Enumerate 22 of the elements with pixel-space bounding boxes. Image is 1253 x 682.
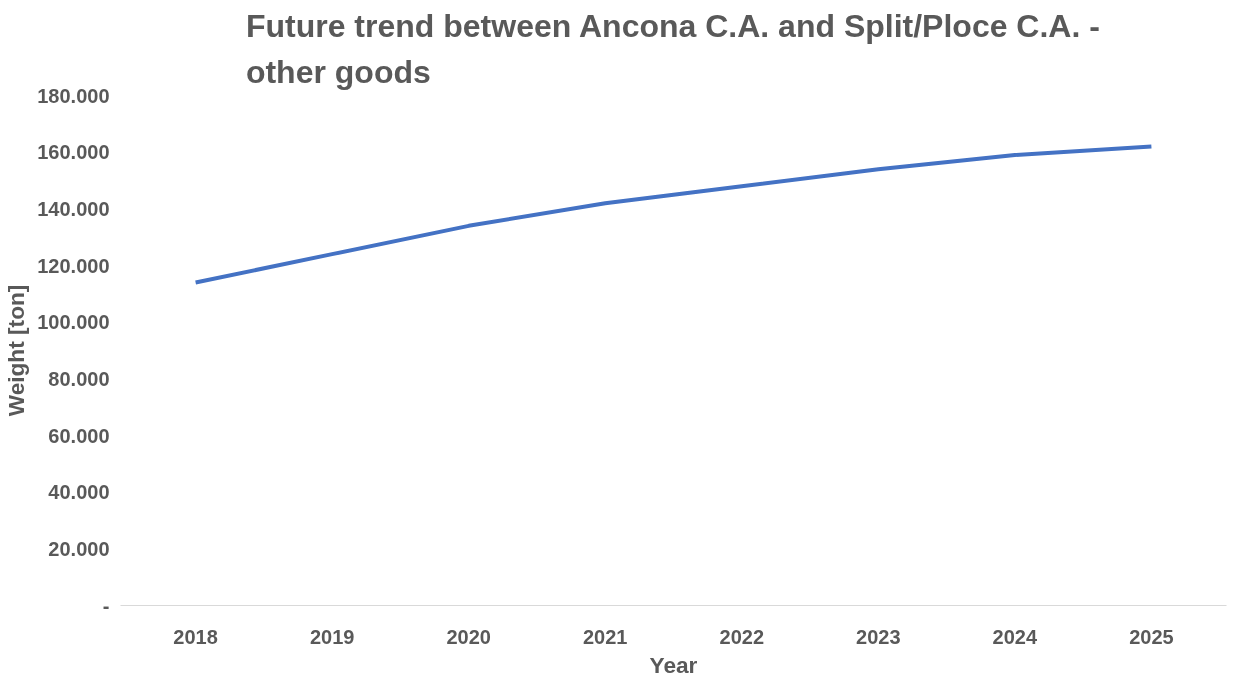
x-tick-label: 2020 bbox=[446, 625, 491, 648]
y-tick-label: 140.000 bbox=[37, 197, 110, 220]
y-tick-label: 20.000 bbox=[48, 537, 110, 560]
x-tick-label: 2025 bbox=[1129, 625, 1174, 648]
x-tick-label: 2023 bbox=[856, 625, 901, 648]
y-tick-label: - bbox=[102, 594, 110, 617]
x-axis-title: Year bbox=[649, 651, 698, 678]
chart-title: Future trend between Ancona C.A. and Split/Ploce C.A. - other goods bbox=[245, 7, 1100, 91]
x-tick-label: 2021 bbox=[582, 625, 628, 648]
line-series bbox=[193, 144, 1154, 285]
x-tick-label: 2024 bbox=[992, 625, 1038, 648]
x-tick-label: 2018 bbox=[173, 625, 218, 648]
y-tick-label: 180.000 bbox=[37, 84, 110, 107]
y-tick-label: 80.000 bbox=[48, 367, 110, 390]
y-tick-label: 100.000 bbox=[37, 311, 110, 334]
x-tick-label: 2022 bbox=[719, 625, 765, 648]
y-tick-label: 40.000 bbox=[48, 481, 110, 504]
y-tick-label: 60.000 bbox=[48, 424, 110, 447]
y-axis-title: Weight [ton] bbox=[3, 284, 30, 417]
y-tick-label: 160.000 bbox=[37, 141, 110, 164]
x-tick-label: 2019 bbox=[309, 625, 355, 648]
y-tick-label: 120.000 bbox=[37, 254, 110, 277]
